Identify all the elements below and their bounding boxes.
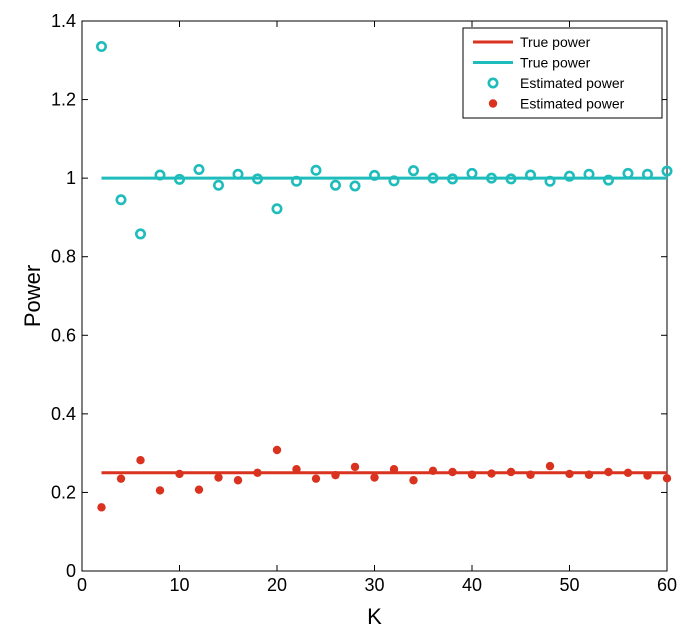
data-point-open	[96, 41, 108, 53]
data-point-open	[544, 175, 556, 187]
data-point-filled	[623, 468, 633, 477]
data-point-open	[446, 173, 458, 185]
legend-label: Estimated power	[520, 75, 625, 91]
data-point-open	[388, 175, 400, 187]
data-point-open	[310, 164, 322, 176]
x-tick-label: 30	[364, 575, 384, 595]
y-tick-label: 0.8	[51, 247, 76, 267]
data-point-open	[135, 228, 147, 240]
data-point-open	[466, 167, 478, 179]
legend-label: Estimated power	[520, 96, 625, 112]
data-point-filled	[350, 462, 360, 472]
data-point-open	[290, 175, 302, 187]
x-tick-label: 50	[559, 575, 579, 595]
data-point-filled	[194, 485, 204, 494]
data-point-open	[368, 169, 380, 181]
data-point-open	[407, 165, 419, 177]
data-point-open	[349, 180, 361, 192]
data-point-open	[329, 179, 341, 191]
x-tick-label: 0	[77, 575, 87, 595]
x-tick-label: 20	[267, 575, 287, 595]
legend-label: True power	[520, 34, 591, 50]
x-tick-label: 10	[169, 575, 189, 595]
legend-swatch-open-marker	[487, 77, 499, 89]
data-point-filled	[116, 474, 126, 483]
data-point-filled	[136, 456, 145, 465]
y-tick-label: 1.2	[51, 90, 76, 110]
data-point-open	[583, 168, 595, 180]
data-point-filled	[155, 486, 165, 495]
data-point-open	[622, 167, 634, 179]
data-point-filled	[643, 471, 652, 480]
data-point-open	[427, 172, 439, 184]
data-point-filled	[175, 469, 184, 479]
data-point-filled	[604, 467, 613, 477]
data-point-filled	[428, 466, 438, 476]
data-point-filled	[331, 470, 340, 480]
data-point-open	[252, 173, 264, 185]
data-point-filled	[311, 474, 321, 483]
data-point-filled	[545, 461, 555, 471]
y-tick-label: 0	[66, 561, 76, 581]
y-tick-label: 1	[66, 168, 76, 188]
data-point-filled	[409, 476, 418, 485]
data-point-open	[193, 164, 205, 176]
data-point-filled	[389, 465, 399, 474]
x-tick-label: 60	[657, 575, 677, 595]
data-point-filled	[233, 476, 243, 485]
y-tick-label: 0.2	[51, 482, 76, 502]
data-point-open	[232, 168, 244, 180]
data-point-filled	[253, 468, 262, 477]
y-axis-title: Power	[20, 265, 45, 327]
data-point-filled	[448, 467, 457, 477]
data-point-open	[154, 169, 166, 181]
data-point-open	[661, 165, 673, 177]
data-point-filled	[214, 473, 223, 482]
data-point-open	[485, 172, 497, 184]
data-point-filled	[467, 470, 477, 479]
legend-swatch-filled-marker	[488, 99, 498, 108]
data-point-filled	[526, 470, 535, 479]
data-point-filled	[662, 474, 672, 483]
data-point-open	[505, 173, 517, 185]
y-tick-label: 1.4	[51, 11, 76, 31]
legend-label: True power	[520, 55, 591, 71]
data-point-open	[271, 203, 283, 215]
data-point-filled	[487, 469, 496, 478]
data-point-open	[115, 194, 127, 206]
data-point-open	[563, 170, 575, 182]
x-tick-label: 40	[462, 575, 482, 595]
data-point-filled	[565, 469, 574, 479]
data-point-open	[213, 179, 225, 191]
data-point-open	[524, 169, 536, 181]
data-point-filled	[584, 470, 594, 479]
y-tick-label: 0.4	[51, 404, 76, 424]
data-point-open	[174, 173, 186, 185]
data-point-filled	[97, 503, 106, 512]
data-point-open	[641, 168, 653, 180]
data-point-open	[602, 174, 614, 186]
data-point-filled	[370, 473, 379, 482]
data-point-filled	[272, 445, 282, 455]
x-axis-title: K	[367, 604, 382, 628]
y-tick-label: 0.6	[51, 325, 76, 345]
data-point-filled	[292, 465, 301, 474]
data-point-filled	[506, 467, 516, 477]
